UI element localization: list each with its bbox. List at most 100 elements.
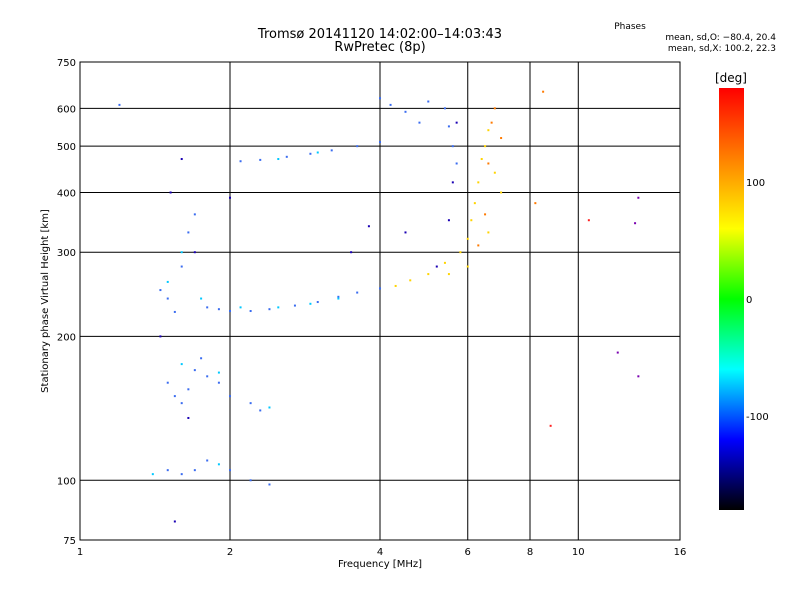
data-point xyxy=(187,231,190,234)
data-point xyxy=(487,162,490,165)
data-point xyxy=(455,162,458,165)
x-axis-label: Frequency [MHz] xyxy=(338,559,422,570)
y-tick-label: 750 xyxy=(57,58,76,69)
data-point xyxy=(549,424,552,427)
data-point xyxy=(487,231,490,234)
y-tick-label: 300 xyxy=(57,248,76,259)
data-point xyxy=(180,158,183,161)
data-point xyxy=(309,302,312,305)
data-point xyxy=(443,261,446,264)
x-tick-label: 2 xyxy=(227,547,233,558)
data-point xyxy=(447,273,450,276)
data-point xyxy=(173,310,176,313)
x-tick-label: 6 xyxy=(465,547,471,558)
data-point xyxy=(217,381,220,384)
data-point xyxy=(187,416,190,419)
data-point xyxy=(180,265,183,268)
data-point xyxy=(337,297,340,300)
data-point xyxy=(259,409,262,412)
data-point xyxy=(180,402,183,405)
data-point xyxy=(500,137,503,140)
data-point xyxy=(484,145,487,148)
data-point xyxy=(466,237,469,240)
data-point xyxy=(443,107,446,110)
data-point xyxy=(229,196,231,199)
data-point xyxy=(187,388,190,391)
data-point xyxy=(193,369,196,372)
data-point xyxy=(477,181,480,184)
y-tick-label: 75 xyxy=(63,536,76,547)
data-point xyxy=(367,225,370,228)
data-point xyxy=(229,469,231,472)
data-point xyxy=(217,371,220,374)
data-point xyxy=(477,244,480,247)
data-point xyxy=(239,306,242,309)
data-point xyxy=(268,308,271,311)
data-point xyxy=(193,469,196,472)
x-tick-label: 1 xyxy=(77,547,83,558)
data-point xyxy=(268,483,271,486)
colorbar-tick-label: 100 xyxy=(746,178,765,189)
colorbar xyxy=(719,88,744,510)
data-point xyxy=(427,273,430,276)
data-point xyxy=(447,125,450,128)
data-point xyxy=(451,181,454,184)
data-point xyxy=(249,479,252,482)
data-point xyxy=(637,196,640,199)
x-tick-label: 8 xyxy=(527,547,533,558)
data-point xyxy=(118,103,121,106)
data-point xyxy=(484,213,487,216)
data-point xyxy=(277,158,280,161)
y-axis-label: Stationary phase Virtual Height [km] xyxy=(40,209,51,393)
data-point xyxy=(418,121,421,124)
colorbar-ticks: 100 0 -100 xyxy=(746,178,769,423)
data-point xyxy=(480,158,483,161)
data-point xyxy=(229,395,231,398)
data-point xyxy=(435,265,438,268)
data-point xyxy=(259,158,262,161)
data-point xyxy=(542,90,545,93)
chart-subtitle: RwPretec (8p) xyxy=(334,40,426,55)
x-tick-label: 10 xyxy=(572,547,585,558)
data-point xyxy=(587,219,590,222)
data-point xyxy=(200,297,203,300)
x-tick-label: 16 xyxy=(674,547,687,558)
data-point xyxy=(493,107,496,110)
data-point xyxy=(379,287,381,290)
data-point xyxy=(268,406,271,409)
data-point xyxy=(180,473,183,476)
data-point xyxy=(455,121,458,124)
data-point xyxy=(193,251,196,254)
data-point xyxy=(166,280,169,283)
data-point xyxy=(330,149,333,152)
data-point xyxy=(159,335,162,338)
data-point xyxy=(616,351,619,354)
data-point xyxy=(200,357,203,360)
data-point xyxy=(173,395,176,398)
data-point xyxy=(379,97,381,100)
data-point xyxy=(169,191,172,194)
data-point xyxy=(173,520,176,523)
data-point xyxy=(473,202,476,205)
data-point xyxy=(634,222,637,225)
data-point xyxy=(409,279,412,282)
data-point xyxy=(206,306,209,309)
data-point xyxy=(206,375,209,378)
data-point xyxy=(239,160,242,163)
y-axis-ticks: 75 100 200 300 400 500 600 750 xyxy=(57,58,76,547)
data-point xyxy=(459,251,462,254)
data-point xyxy=(316,301,319,304)
data-point xyxy=(180,251,183,254)
colorbar-tick-label: -100 xyxy=(746,412,769,423)
y-tick-label: 600 xyxy=(57,104,76,115)
y-tick-label: 400 xyxy=(57,188,76,199)
data-point xyxy=(193,213,196,216)
data-point xyxy=(637,375,640,378)
data-point xyxy=(404,231,407,234)
data-point xyxy=(394,284,397,287)
data-point xyxy=(451,145,454,148)
stats-x-mode: mean, sd,X: 100.2, 22.3 xyxy=(667,44,776,54)
data-point xyxy=(466,265,469,268)
data-point xyxy=(206,459,209,462)
